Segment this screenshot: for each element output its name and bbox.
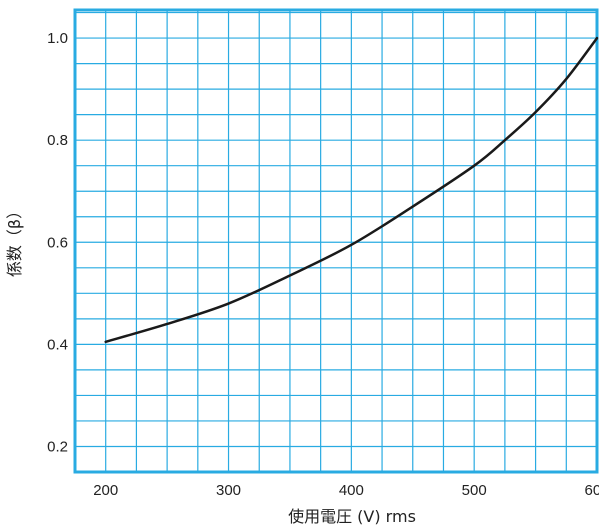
series-line: [104, 36, 599, 344]
y-axis-title: 係数（β）: [5, 203, 24, 277]
y-axis-ticks: 0.2 0.4 0.6 0.8 1.0: [47, 30, 68, 455]
y-tick-label: 1.0: [47, 30, 68, 47]
y-tick-label: 0.2: [47, 438, 68, 455]
x-tick-label: 400: [339, 482, 364, 499]
x-tick-label: 500: [462, 482, 487, 499]
x-axis-ticks: 200 300 400 500 600: [93, 482, 599, 499]
plot-frame: [73, 8, 599, 474]
x-axis-title: 使用電圧 (V) rms: [288, 507, 416, 526]
y-tick-label: 0.8: [47, 132, 68, 149]
x-tick-label: 200: [93, 482, 118, 499]
y-tick-label: 0.4: [47, 336, 68, 353]
grid: [74, 10, 597, 473]
y-tick-label: 0.6: [47, 234, 68, 251]
x-tick-label: 600: [584, 482, 599, 499]
x-tick-label: 300: [216, 482, 241, 499]
